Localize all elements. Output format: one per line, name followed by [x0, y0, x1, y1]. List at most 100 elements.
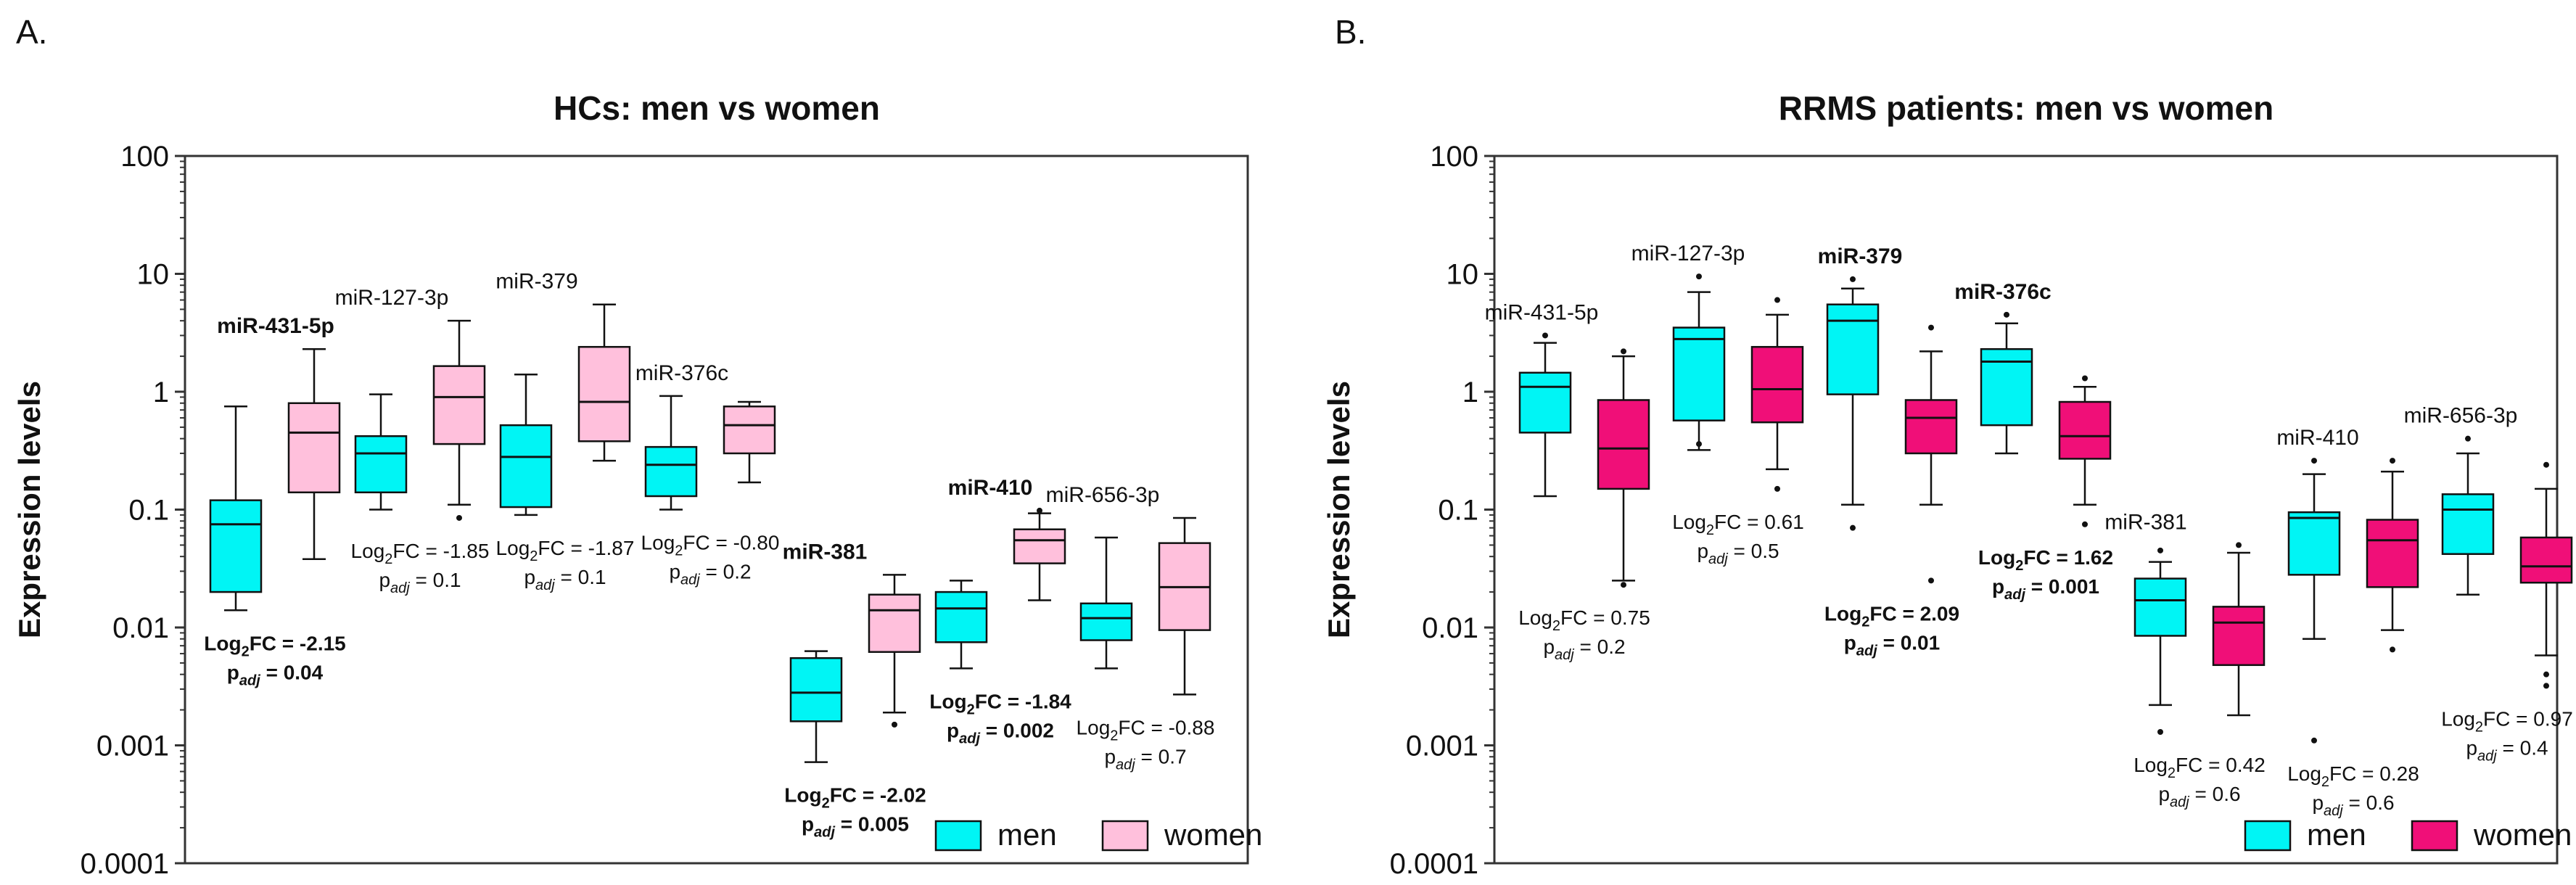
log2fc-subscript: 2 [967, 701, 975, 717]
outlier-men [1696, 441, 1702, 448]
outlier-women [1621, 582, 1626, 588]
outlier-women [2390, 646, 2395, 653]
log2fc-value: FC = 0.61 [1714, 511, 1804, 533]
padj-prefix: p [524, 566, 535, 588]
box-women [432, 365, 486, 445]
legend-swatch-men [2244, 820, 2292, 852]
log2fc-label: Log2FC = -2.02 [784, 784, 926, 812]
legend-label-men: men [997, 818, 1057, 852]
padj-subscript: adj [239, 672, 260, 688]
outlier-women [1621, 348, 1626, 355]
box-men [934, 590, 988, 643]
log2fc-subscript: 2 [2015, 558, 2023, 574]
box-women [2366, 519, 2419, 588]
padj-subscript: adj [2004, 587, 2025, 603]
box-men [209, 499, 263, 593]
y-tick-label: 0.1 [1438, 495, 1478, 527]
outlier-men [1850, 276, 1856, 282]
padj-prefix: p [947, 719, 959, 741]
log2fc-value: FC = 0.75 [1560, 606, 1650, 629]
chart-title: HCs: men vs women [554, 89, 880, 127]
y-tick-label: 0.001 [1406, 730, 1478, 762]
padj-prefix: p [669, 561, 680, 583]
outlier-women [2082, 375, 2088, 382]
padj-prefix: p [2158, 783, 2170, 805]
box-men [1672, 326, 1726, 421]
padj-label: padj = 0.2 [1543, 635, 1625, 663]
log2fc-value: FC = 0.97 [2483, 707, 2573, 730]
padj-prefix: p [1992, 575, 2004, 598]
log2fc-prefix: Log [1978, 546, 2015, 569]
padj-label: padj = 0.4 [2466, 736, 2548, 764]
mirna-label: miR-410 [2276, 426, 2358, 450]
log2fc-value: FC = -0.88 [1118, 716, 1214, 738]
padj-subscript: adj [1116, 757, 1135, 773]
legend-swatch-women [2411, 820, 2458, 852]
padj-value: = 0.2 [700, 561, 752, 583]
padj-value: = 0.001 [2025, 575, 2099, 598]
padj-subscript: adj [1555, 647, 1574, 663]
log2fc-value: FC = -1.84 [975, 690, 1071, 712]
padj-label: padj = 0.2 [669, 561, 751, 588]
padj-label: padj = 0.6 [2158, 783, 2240, 810]
y-tick-label: 10 [1447, 259, 1479, 291]
plot-frame [184, 155, 1249, 865]
log2fc-label: Log2FC = 0.97 [2441, 707, 2573, 735]
log2fc-prefix: Log [784, 784, 821, 807]
outlier-women [2543, 461, 2549, 468]
log2fc-prefix: Log [1672, 511, 1706, 533]
legend: men women [2244, 818, 2572, 852]
legend-label-men: men [2307, 818, 2366, 852]
padj-value: = 0.1 [555, 566, 606, 588]
padj-label: padj = 0.002 [947, 719, 1054, 746]
box-women [2058, 400, 2112, 460]
outlier-women [1928, 577, 1934, 584]
padj-value: = 0.1 [410, 569, 461, 591]
outlier-women [1037, 507, 1042, 514]
mirna-label: miR-410 [948, 476, 1033, 500]
padj-prefix: p [2312, 791, 2324, 814]
y-tick-label: 1 [1462, 376, 1478, 408]
log2fc-subscript: 2 [1861, 614, 1869, 630]
y-tick-label: 1 [153, 376, 169, 408]
outlier-women [1774, 485, 1780, 492]
log2fc-prefix: Log [929, 690, 966, 712]
log2fc-subscript: 2 [1706, 522, 1714, 538]
log2fc-prefix: Log [2133, 754, 2168, 776]
box-men [1518, 371, 1572, 434]
padj-label: padj = 0.1 [379, 569, 461, 596]
box-men [1826, 303, 1880, 395]
log2fc-label: Log2FC = -2.15 [204, 632, 346, 659]
padj-value: = 0.04 [260, 661, 324, 683]
y-tick-label: 0.001 [96, 730, 169, 762]
log2fc-prefix: Log [496, 537, 530, 559]
y-tick-label: 100 [1430, 141, 1478, 173]
outlier-men [2311, 458, 2317, 464]
outlier-women [1928, 324, 1934, 331]
padj-value: = 0.2 [1574, 635, 1626, 658]
log2fc-value: FC = 1.62 [2023, 546, 2113, 569]
box-women [1013, 528, 1066, 564]
padj-label: padj = 0.7 [1104, 745, 1186, 773]
outlier-women [456, 514, 462, 521]
box-men [789, 656, 843, 723]
box-women [1750, 345, 1804, 424]
outlier-men [2157, 547, 2163, 553]
padj-subscript: adj [1708, 551, 1728, 567]
box-men [1079, 602, 1133, 641]
panel-b: B. RRMS patients: men vs women Expression … [1322, 13, 2573, 880]
padj-value: = 0.005 [835, 813, 909, 836]
log2fc-value: FC = 0.28 [2329, 762, 2419, 785]
padj-label: padj = 0.005 [802, 813, 909, 841]
box-women [868, 593, 921, 653]
chart-title: RRMS patients: men vs women [1779, 89, 2273, 127]
padj-value: = 0.5 [1728, 540, 1779, 562]
mirna-label: miR-127-3p [335, 286, 449, 310]
legend-swatch-men [934, 820, 982, 852]
padj-label: padj = 0.001 [1992, 575, 2099, 603]
